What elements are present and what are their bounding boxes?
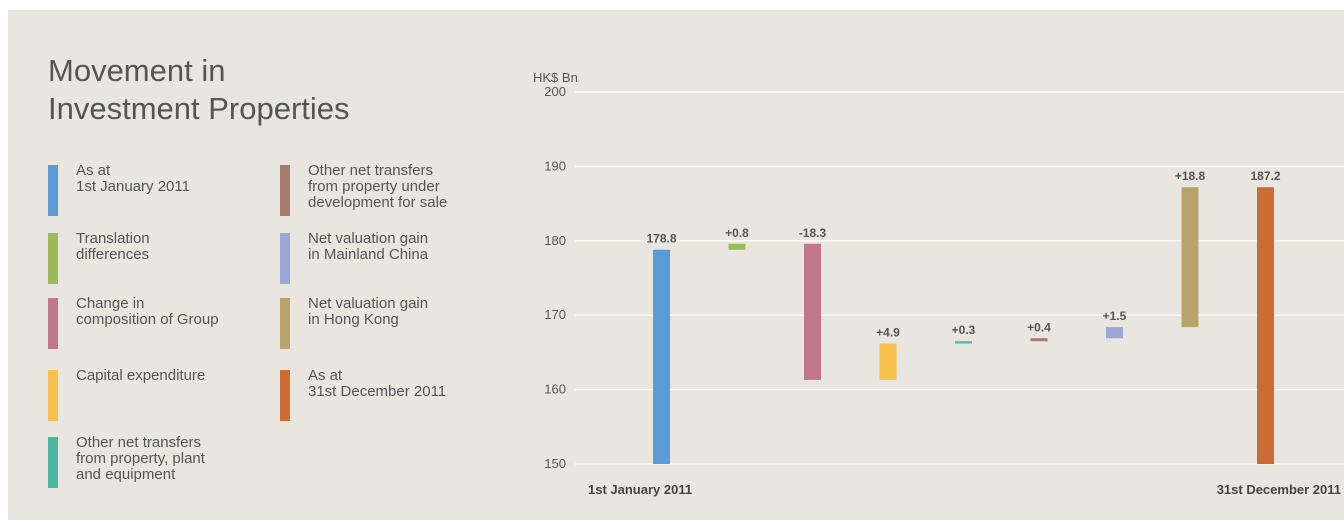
legend-label: As at 31st December 2011 bbox=[308, 367, 447, 400]
y-tick-label: 200 bbox=[544, 84, 566, 99]
bar-value-label: 178.8 bbox=[646, 232, 676, 246]
y-tick-label: 150 bbox=[544, 456, 566, 471]
bar-value-label: 187.2 bbox=[1250, 169, 1280, 183]
bar-value-label: +4.9 bbox=[876, 325, 900, 339]
bar-value-label: +0.4 bbox=[1027, 320, 1051, 334]
legend-swatch bbox=[48, 437, 58, 488]
bar bbox=[728, 243, 746, 250]
bar bbox=[1257, 187, 1274, 464]
chart-title: Movement in Investment Properties bbox=[48, 53, 350, 126]
y-tick-label: 180 bbox=[544, 233, 566, 248]
legend-swatch bbox=[280, 233, 290, 284]
legend-swatch bbox=[48, 298, 58, 349]
legend-swatch bbox=[48, 165, 58, 216]
bar bbox=[804, 243, 821, 380]
legend-swatch bbox=[280, 370, 290, 421]
bar bbox=[653, 249, 670, 464]
bar bbox=[879, 343, 897, 380]
bar-value-label: +1.5 bbox=[1103, 309, 1127, 323]
bar bbox=[1030, 338, 1048, 342]
legend-swatch bbox=[280, 298, 290, 349]
x-start-label: 1st January 2011 bbox=[588, 482, 692, 497]
bar-value-label: +0.3 bbox=[952, 323, 976, 337]
y-axis-label: HK$ Bn bbox=[533, 70, 578, 85]
legend-swatch bbox=[48, 370, 58, 421]
bar bbox=[1106, 327, 1123, 339]
legend-label: Capital expenditure bbox=[76, 367, 206, 384]
bar-value-label: -18.3 bbox=[799, 226, 827, 240]
y-tick-label: 170 bbox=[544, 307, 566, 322]
bar bbox=[1181, 187, 1199, 328]
legend-swatch bbox=[48, 233, 58, 284]
legend-label: Translation differences bbox=[76, 230, 150, 263]
bar-value-label: +0.8 bbox=[725, 226, 749, 240]
bar-value-label: +18.8 bbox=[1175, 169, 1206, 183]
legend-label: As at 1st January 2011 bbox=[76, 162, 190, 195]
legend-label: Net valuation gain in Hong Kong bbox=[308, 295, 429, 328]
x-end-label: 31st December 2011 bbox=[1217, 482, 1341, 497]
legend-swatch bbox=[280, 165, 290, 216]
legend-label: Net valuation gain in Mainland China bbox=[308, 230, 429, 263]
chart-panel bbox=[8, 10, 1344, 520]
bar bbox=[955, 341, 972, 344]
y-tick-label: 190 bbox=[544, 158, 566, 173]
legend-label: Other net transfers from property under … bbox=[308, 162, 448, 211]
legend-label: Change in composition of Group bbox=[76, 295, 219, 328]
y-tick-label: 160 bbox=[544, 382, 566, 397]
legend-label: Other net transfers from property, plant… bbox=[76, 434, 205, 483]
